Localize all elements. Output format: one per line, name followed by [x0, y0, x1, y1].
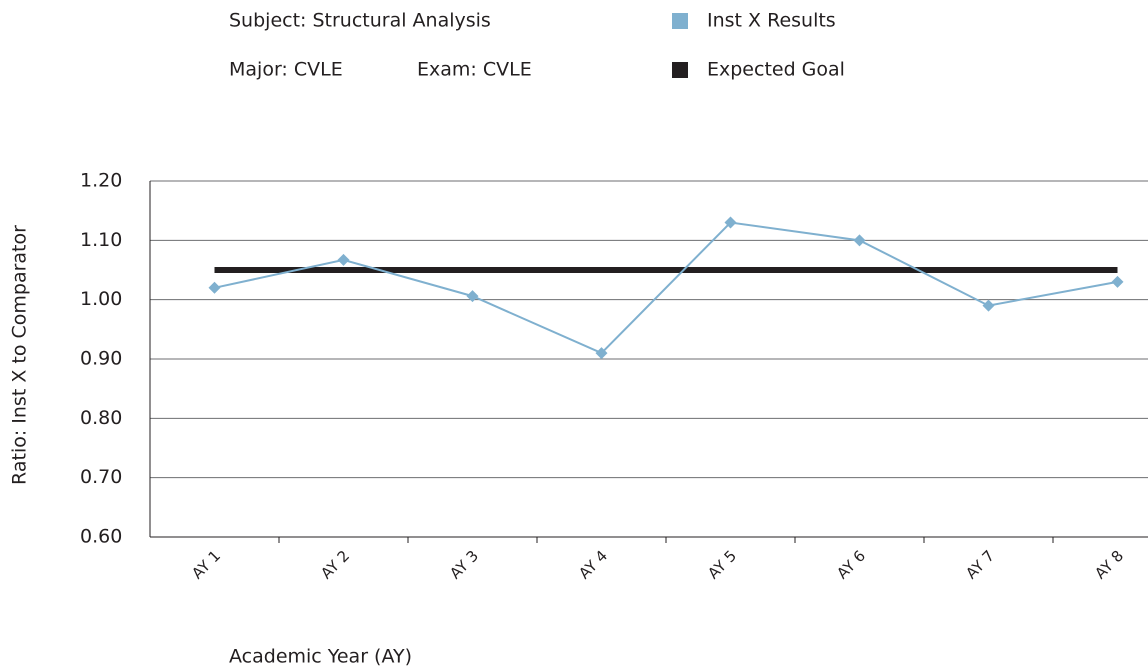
x-tick-label: AY 1	[188, 547, 224, 583]
legend-swatch	[672, 13, 688, 29]
data-point	[724, 216, 737, 229]
x-tick-label: AY 3	[446, 547, 482, 583]
data-point	[853, 234, 866, 247]
x-tick-label: AY 5	[704, 547, 740, 583]
data-point	[982, 299, 995, 312]
legend-label: Inst X Results	[707, 10, 836, 32]
y-tick-label: 1.20	[80, 170, 122, 192]
data-point	[1111, 275, 1124, 288]
x-tick-label: AY 2	[317, 547, 353, 583]
data-point	[337, 253, 350, 266]
y-tick-label: 0.70	[80, 466, 122, 488]
y-tick-label: 0.80	[80, 407, 122, 429]
legend-label: Expected Goal	[707, 59, 845, 81]
x-tick-label: AY 4	[575, 547, 611, 583]
y-tick-label: 0.90	[80, 348, 122, 370]
data-point	[595, 347, 608, 360]
y-tick-label: 1.10	[80, 229, 122, 251]
x-tick-label: AY 8	[1091, 547, 1127, 583]
annotation: Subject: Structural Analysis	[229, 10, 491, 32]
data-point	[208, 281, 221, 294]
y-tick-label: 0.60	[80, 526, 122, 548]
data-line	[214, 221, 1118, 355]
y-axis-label: Ratio: Inst X to Comparator	[9, 225, 31, 485]
x-tick-label: AY 7	[962, 547, 998, 583]
legend-swatch	[672, 62, 688, 78]
x-axis-label: Academic Year (AY)	[229, 646, 412, 668]
y-tick-label: 1.00	[80, 288, 122, 310]
x-tick-label: AY 6	[833, 547, 869, 583]
data-point	[466, 290, 479, 303]
annotation: Major: CVLE	[229, 59, 343, 81]
annotation: Exam: CVLE	[417, 59, 532, 81]
